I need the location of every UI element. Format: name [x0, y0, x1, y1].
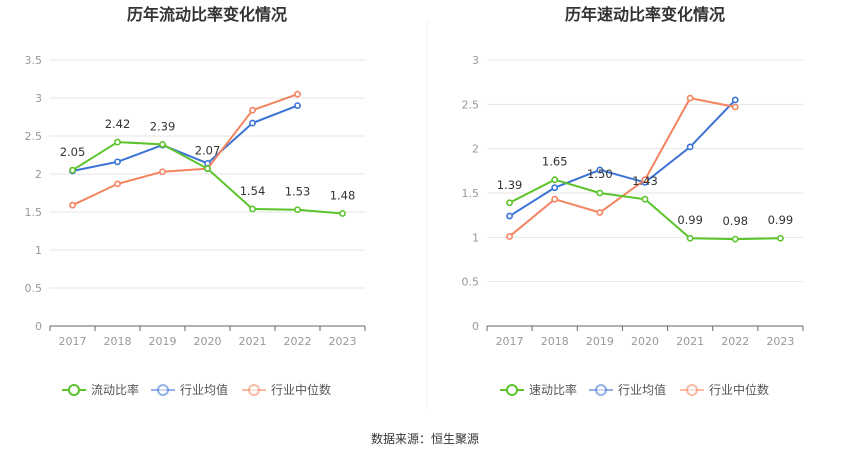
data-point: [114, 138, 121, 146]
legend-label: 速动比率: [529, 382, 577, 397]
data-label: 2.07: [195, 144, 221, 158]
data-point: [159, 140, 166, 148]
data-point: [777, 234, 784, 242]
data-point: [506, 199, 513, 207]
x-tick-label: 2017: [59, 335, 87, 348]
x-tick-label: 2017: [496, 335, 524, 348]
y-tick-label: 0.5: [25, 282, 43, 295]
data-point: [114, 180, 121, 188]
data-label: 2.39: [150, 119, 176, 133]
data-label: 1.39: [497, 178, 523, 192]
quick-ratio-chart: 历年速动比率变化情况 0 0.5 1 1.5 2 2.5 3 2017 2018 2019 2020 2…: [462, 5, 804, 397]
y-tick-label: 1: [35, 244, 42, 257]
data-label: 1.43: [632, 174, 658, 188]
data-label: 1.53: [285, 185, 311, 199]
y-tick-label: 2: [472, 143, 479, 156]
legend-marker: [595, 384, 607, 396]
data-point: [294, 102, 301, 109]
y-tick-label: 1.5: [25, 206, 43, 219]
y-tick-label: 2.5: [462, 98, 480, 111]
data-point: [551, 176, 559, 184]
data-source-note: 数据来源：恒生聚源: [371, 431, 479, 446]
data-point: [506, 212, 513, 220]
data-point: [69, 166, 76, 174]
legend-label: 行业中位数: [271, 382, 331, 397]
legend-label: 行业中位数: [709, 382, 769, 397]
data-point: [686, 234, 694, 242]
data-label: 2.42: [105, 117, 131, 131]
data-point: [249, 205, 256, 213]
chart-title: 历年速动比率变化情况: [565, 5, 725, 24]
data-point: [159, 168, 166, 176]
data-point: [686, 143, 694, 151]
series-line: [72, 104, 298, 172]
data-label: 0.99: [677, 213, 703, 227]
data-point: [731, 103, 739, 111]
y-tick-label: 1: [472, 231, 479, 244]
data-label: 1.50: [587, 167, 613, 181]
data-label: 2.05: [60, 145, 86, 159]
x-tick-label: 2022: [721, 335, 749, 348]
data-point: [596, 209, 604, 216]
data-point: [731, 96, 739, 104]
legend-marker: [157, 384, 169, 396]
chart-title: 历年流动比率变化情况: [127, 5, 287, 24]
data-point: [339, 210, 346, 217]
legend-marker: [686, 384, 698, 396]
x-tick-label: 2020: [631, 335, 659, 348]
y-tick-label: 2.5: [25, 130, 43, 143]
data-point: [249, 119, 256, 127]
data-point: [294, 206, 301, 214]
data-point: [249, 106, 256, 114]
data-point: [596, 189, 604, 197]
x-tick-label: 2021: [676, 335, 704, 348]
data-label: 1.48: [330, 189, 356, 203]
x-tick-label: 2020: [194, 335, 222, 348]
legend-label: 行业均值: [618, 382, 666, 397]
legend-label: 行业均值: [180, 382, 228, 397]
series-line: [72, 93, 298, 207]
data-point: [69, 201, 76, 209]
data-label: 1.65: [542, 155, 568, 169]
series-line: [509, 99, 737, 217]
x-tick-label: 2023: [329, 335, 357, 348]
data-point: [506, 233, 513, 240]
data-point: [294, 90, 301, 98]
data-label: 0.99: [768, 213, 794, 227]
data-point: [731, 235, 739, 243]
series-line: [509, 178, 781, 241]
legend-marker: [248, 384, 260, 396]
y-tick-label: 3.5: [25, 54, 43, 67]
data-label: 1.54: [240, 184, 266, 198]
data-point: [596, 166, 604, 174]
data-point: [551, 184, 559, 192]
legend-marker: [68, 384, 80, 396]
y-tick-label: 3: [472, 54, 479, 67]
x-tick-label: 2021: [239, 335, 267, 348]
y-tick-label: 0.5: [462, 276, 480, 289]
y-tick-label: 3: [35, 92, 42, 105]
data-label: 0.98: [722, 214, 748, 228]
y-tick-label: 0: [472, 320, 479, 333]
x-tick-label: 2018: [541, 335, 569, 348]
legend-label: 流动比率: [91, 382, 139, 397]
data-point: [686, 94, 694, 102]
y-tick-label: 1.5: [462, 187, 480, 200]
x-tick-label: 2018: [104, 335, 132, 348]
y-tick-label: 0: [35, 320, 42, 333]
data-point: [204, 165, 211, 173]
data-point: [551, 195, 559, 203]
x-tick-label: 2019: [149, 335, 177, 348]
x-tick-label: 2019: [586, 335, 614, 348]
data-point: [114, 158, 121, 166]
y-tick-label: 2: [35, 168, 42, 181]
data-point: [641, 176, 649, 184]
x-tick-label: 2023: [766, 335, 794, 348]
legend-marker: [506, 384, 518, 396]
current-ratio-chart: 历年流动比率变化情况 0 0.5 1 1.5 2 2.5 3 3.5 2017 2018 2019 20…: [25, 5, 366, 397]
data-point: [641, 195, 649, 203]
x-tick-label: 2022: [284, 335, 312, 348]
